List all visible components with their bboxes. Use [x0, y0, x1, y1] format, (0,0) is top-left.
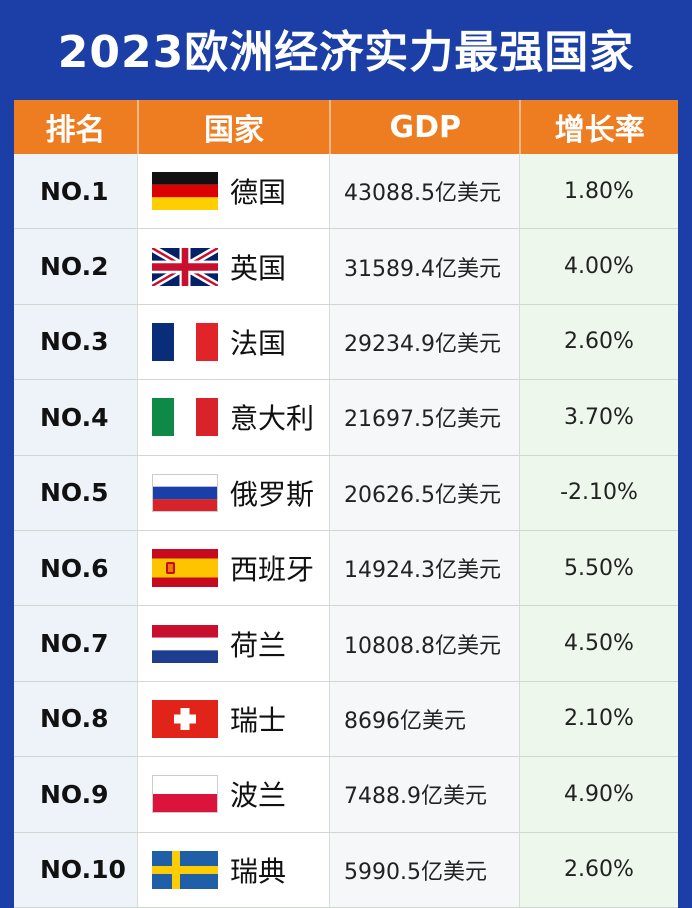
table-row: NO.7 荷兰 10808.8亿美元 4.50% — [14, 606, 678, 682]
country-name: 西班牙 — [230, 553, 315, 587]
rank-cell: NO.3 — [14, 304, 138, 380]
rank-cell: NO.9 — [14, 757, 138, 832]
country-cell: 荷兰 — [138, 606, 330, 681]
country-name: 荷兰 — [230, 628, 287, 662]
uk-flag-icon — [152, 247, 218, 286]
country-cell: 瑞士 — [138, 681, 330, 757]
table-row: NO.6 西班牙 14924.3亿美元 5.50% — [14, 530, 678, 607]
country-name: 英国 — [230, 251, 287, 285]
italy-flag-icon — [152, 398, 218, 437]
country-cell: 德国 — [138, 154, 330, 229]
country-cell: 俄罗斯 — [138, 455, 330, 530]
rank-cell: NO.8 — [14, 681, 138, 757]
gdp-cell: 21697.5亿美元 — [330, 380, 520, 455]
gdp-cell: 31589.4亿美元 — [330, 229, 520, 304]
country-cell: 法国 — [138, 304, 330, 380]
country-name: 意大利 — [230, 402, 315, 436]
table-row: NO.4 意大利 21697.5亿美元 3.70% — [14, 380, 678, 456]
growth-cell: 1.80% — [520, 154, 678, 229]
gdp-cell: 10808.8亿美元 — [330, 606, 520, 681]
sweden-flag-icon — [152, 850, 218, 889]
poland-flag-icon — [152, 775, 218, 814]
growth-cell: -2.10% — [520, 455, 678, 530]
country-name: 瑞士 — [230, 703, 287, 737]
table-row: NO.1 德国 43088.5亿美元 1.80% — [14, 154, 678, 230]
growth-cell: 2.60% — [520, 832, 678, 907]
country-cell: 意大利 — [138, 380, 330, 455]
growth-cell: 4.00% — [520, 229, 678, 304]
growth-cell: 4.90% — [520, 757, 678, 832]
germany-flag-icon — [152, 172, 218, 211]
growth-cell: 5.50% — [520, 530, 678, 606]
country-cell: 瑞典 — [138, 832, 330, 907]
switzerland-flag-icon — [152, 699, 218, 738]
gdp-cell: 7488.9亿美元 — [330, 757, 520, 832]
gdp-cell: 14924.3亿美元 — [330, 530, 520, 606]
header-gdp: GDP — [331, 100, 522, 154]
header-country: 国家 — [139, 100, 332, 154]
country-name: 俄罗斯 — [230, 477, 315, 511]
rank-cell: NO.5 — [14, 455, 138, 530]
rank-cell: NO.7 — [14, 606, 138, 681]
france-flag-icon — [152, 322, 218, 361]
growth-cell: 4.50% — [520, 606, 678, 681]
table-header: 排名 国家 GDP 增长率 — [14, 100, 678, 154]
country-name: 瑞典 — [230, 854, 287, 888]
russia-flag-icon — [152, 473, 218, 512]
header-rank: 排名 — [14, 100, 139, 154]
spain-flag-icon — [152, 549, 218, 588]
gdp-cell: 43088.5亿美元 — [330, 154, 520, 229]
country-cell: 英国 — [138, 229, 330, 304]
table-row: NO.9 波兰 7488.9亿美元 4.90% — [14, 757, 678, 833]
gdp-cell: 5990.5亿美元 — [330, 832, 520, 907]
gdp-cell: 8696亿美元 — [330, 681, 520, 757]
table-row: NO.10 瑞典 5990.5亿美元 2.60% — [14, 832, 678, 908]
header-growth: 增长率 — [554, 113, 645, 148]
page-title: 2023欧洲经济实力最强国家 — [57, 27, 635, 78]
rank-cell: NO.1 — [14, 154, 138, 229]
netherlands-flag-icon — [152, 624, 218, 663]
growth-cell: 3.70% — [520, 380, 678, 455]
ranking-table: 排名 国家 GDP 增长率 NO.1 德国 43088.5亿美元 1.80% N… — [14, 100, 678, 908]
gdp-cell: 20626.5亿美元 — [330, 455, 520, 530]
country-name: 法国 — [230, 326, 287, 360]
table-row: NO.2 英国 31589.4亿美元 4.00% — [14, 229, 678, 305]
table-row: NO.8 瑞士 8696亿美元 2.10% — [14, 681, 678, 758]
country-name: 德国 — [230, 176, 287, 210]
country-name: 波兰 — [230, 779, 287, 813]
gdp-cell: 29234.9亿美元 — [330, 304, 520, 380]
country-cell: 西班牙 — [138, 530, 330, 606]
rank-cell: NO.10 — [14, 832, 138, 907]
country-cell: 波兰 — [138, 757, 330, 832]
growth-cell: 2.10% — [520, 681, 678, 757]
rank-cell: NO.4 — [14, 380, 138, 455]
growth-cell: 2.60% — [520, 304, 678, 380]
table-row: NO.3 法国 29234.9亿美元 2.60% — [14, 304, 678, 381]
rank-cell: NO.6 — [14, 530, 138, 606]
rank-cell: NO.2 — [14, 229, 138, 304]
table-row: NO.5 俄罗斯 20626.5亿美元 -2.10% — [14, 455, 678, 531]
